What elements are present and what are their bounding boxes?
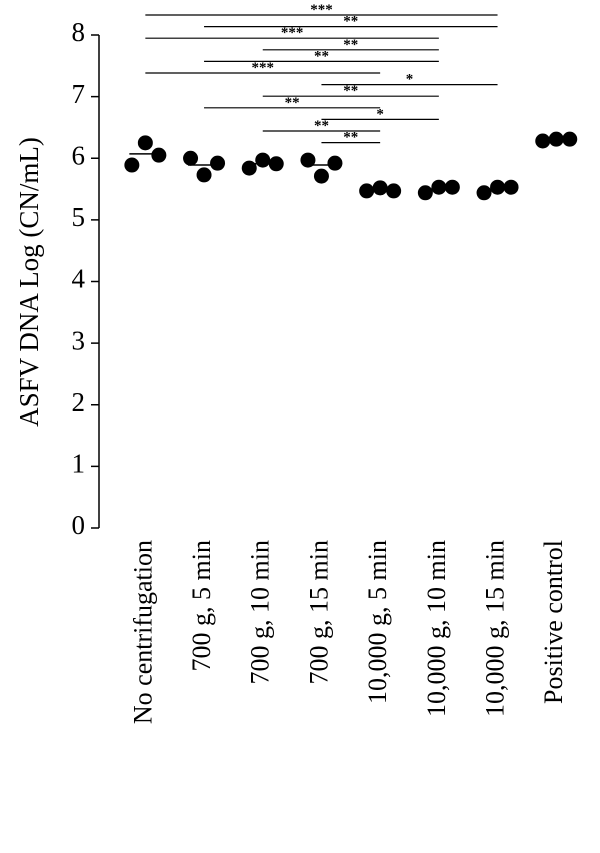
data-point: [562, 131, 578, 147]
x-tick-label: 10,000 g, 15 min: [481, 540, 510, 717]
x-tick-label: 700 g, 15 min: [304, 540, 333, 684]
data-point: [300, 152, 316, 168]
data-point: [124, 157, 140, 173]
significance-label: **: [314, 118, 329, 134]
data-point: [476, 185, 492, 201]
data-point: [183, 150, 199, 166]
data-point: [210, 155, 226, 171]
data-point: [359, 183, 375, 199]
data-point: [431, 179, 447, 195]
x-tick-label: 700 g, 10 min: [246, 540, 275, 684]
significance-label: **: [285, 95, 300, 111]
y-tick-label: 2: [72, 387, 86, 417]
significance-label: ***: [281, 25, 304, 41]
significance-label: **: [343, 14, 358, 30]
significance-label: **: [343, 130, 358, 146]
y-tick-label: 8: [72, 17, 86, 47]
significance-label: *: [406, 72, 414, 88]
data-point: [372, 180, 388, 196]
y-axis-label: ASFV DNA Log (CN/mL): [14, 137, 44, 427]
significance-label: *: [376, 106, 384, 122]
data-point: [255, 152, 271, 168]
data-point: [241, 160, 257, 176]
data-point: [327, 155, 343, 171]
data-point: [151, 147, 167, 163]
significance-label: **: [314, 48, 329, 64]
y-tick-label: 7: [72, 79, 86, 109]
x-tick-label: 10,000 g, 10 min: [422, 540, 451, 717]
y-tick-label: 0: [72, 510, 86, 540]
x-tick-label: Positive control: [539, 540, 568, 704]
data-point: [417, 185, 433, 201]
y-tick-label: 3: [72, 325, 86, 355]
data-point: [137, 135, 153, 151]
data-point: [490, 179, 506, 195]
y-tick-label: 1: [72, 449, 86, 479]
significance-label: ***: [252, 60, 275, 76]
data-point: [548, 131, 564, 147]
y-tick-label: 5: [72, 202, 86, 232]
data-point: [196, 167, 212, 183]
data-point: [386, 183, 402, 199]
data-point: [535, 133, 551, 149]
significance-label: **: [343, 83, 358, 99]
x-tick-label: 10,000 g, 5 min: [363, 540, 392, 704]
x-tick-label: 700 g, 5 min: [187, 540, 216, 671]
y-tick-label: 6: [72, 140, 86, 170]
y-tick-label: 4: [72, 264, 86, 294]
significance-label: **: [343, 37, 358, 53]
x-tick-label: No centrifugation: [128, 540, 157, 724]
data-point: [444, 179, 460, 195]
data-point: [268, 156, 284, 172]
significance-label: ***: [310, 2, 333, 18]
data-point: [503, 179, 519, 195]
data-point: [313, 168, 329, 184]
